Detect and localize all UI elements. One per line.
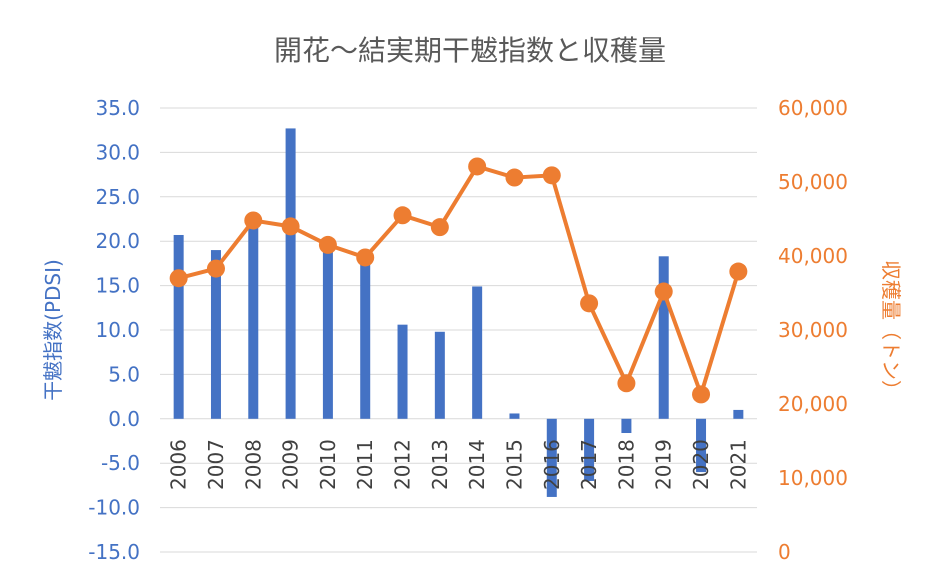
x-axis-tick-label: 2014 <box>465 439 489 490</box>
bar <box>584 418 595 481</box>
line-point <box>244 211 263 230</box>
x-axis-tick-label: 2012 <box>391 439 415 490</box>
chart-title: 開花～結実期干魃指数と収穫量 <box>274 34 666 67</box>
left-axis-tick-label: -5.0 <box>101 451 140 475</box>
line-point <box>692 385 711 404</box>
x-axis-tick-label: 2015 <box>502 439 526 490</box>
right-axis-tick-label: 40,000 <box>778 244 848 268</box>
left-axis-ticks: 35.0 30.0 25.0 20.0 15.0 10.0 5.0 0.0 -5.0 -10.0 -… <box>88 96 140 564</box>
line-point <box>617 374 636 393</box>
line-point <box>468 157 487 176</box>
left-axis-tick-label: 10.0 <box>95 318 140 342</box>
left-axis-tick-label: 15.0 <box>95 274 140 298</box>
x-axis-ticks: 2006 2007 2008 2009 2010 2011 2012 2013 2014 2015… <box>167 439 751 490</box>
x-axis-tick-label: 2018 <box>614 439 638 490</box>
x-axis-tick-label: 2013 <box>428 439 452 490</box>
x-axis-tick-label: 2009 <box>279 439 303 490</box>
left-axis-tick-label: 35.0 <box>95 96 140 120</box>
bar <box>621 418 632 434</box>
line-point <box>654 282 673 301</box>
right-axis-tick-label: 50,000 <box>778 170 848 194</box>
x-axis-tick-label: 2021 <box>726 439 750 490</box>
x-axis-tick-label: 2016 <box>540 439 564 490</box>
line-point <box>356 248 375 267</box>
bar <box>173 234 184 419</box>
line-point <box>542 166 561 185</box>
x-axis-tick-label: 2019 <box>652 439 676 490</box>
line-point <box>169 269 188 288</box>
bar <box>546 418 557 497</box>
right-axis-tick-label: 30,000 <box>778 318 848 342</box>
bar <box>472 286 483 419</box>
x-axis-tick-label: 2020 <box>689 439 713 490</box>
line-point <box>430 218 449 237</box>
left-axis-label: 干魃指数(PDSI) <box>41 259 65 401</box>
bar <box>285 128 296 419</box>
x-axis-tick-label: 2006 <box>167 439 191 490</box>
right-axis-tick-label: 60,000 <box>778 96 848 120</box>
line-point <box>580 294 599 313</box>
left-axis-tick-label: 30.0 <box>95 140 140 164</box>
bar <box>248 223 259 419</box>
line-path <box>178 164 741 397</box>
gridlines <box>160 107 757 553</box>
bar <box>210 250 221 419</box>
left-axis-tick-label: -15.0 <box>88 540 140 564</box>
left-axis-tick-label: -10.0 <box>88 496 140 520</box>
x-axis-tick-label: 2010 <box>316 439 340 490</box>
line-point <box>505 168 524 187</box>
bar <box>322 248 333 419</box>
bar <box>733 409 744 419</box>
left-axis-tick-label: 25.0 <box>95 185 140 209</box>
line-point <box>318 235 337 254</box>
left-axis-tick-label: 0.0 <box>108 407 140 431</box>
x-axis-tick-label: 2017 <box>577 439 601 490</box>
right-axis-ticks: 60,000 50,000 40,000 30,000 20,000 10,000 0 <box>778 96 848 564</box>
right-axis-tick-label: 0 <box>778 540 791 564</box>
right-axis-tick-label: 10,000 <box>778 466 848 490</box>
bar <box>509 413 520 419</box>
line-point <box>206 259 225 278</box>
bar <box>434 331 445 419</box>
bar <box>360 254 371 419</box>
right-axis-label: 収穫量（トン） <box>879 260 903 400</box>
bar-series <box>173 128 744 497</box>
line-point <box>281 217 300 236</box>
line-series <box>169 157 748 404</box>
x-axis-tick-label: 2011 <box>353 439 377 490</box>
x-axis-tick-label: 2007 <box>204 439 228 490</box>
left-axis-tick-label: 20.0 <box>95 229 140 253</box>
left-axis-tick-label: 5.0 <box>108 362 140 386</box>
right-axis-tick-label: 20,000 <box>778 392 848 416</box>
bar <box>658 256 669 419</box>
bar <box>397 324 408 419</box>
line-point <box>729 262 748 281</box>
x-axis-tick-label: 2008 <box>241 439 265 490</box>
bar <box>696 418 707 473</box>
line-point <box>393 206 412 225</box>
